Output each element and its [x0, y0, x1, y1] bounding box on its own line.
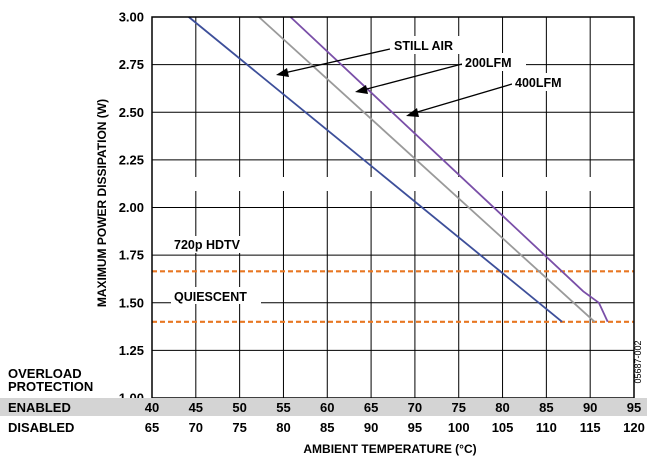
- x-tick-label-enabled-9: 85: [539, 400, 553, 415]
- x-tick-label-disabled-2: 75: [232, 420, 246, 435]
- enabled-row-band: [0, 398, 647, 416]
- x-tick-label-disabled-0: 65: [145, 420, 159, 435]
- series-line-200lfm: [258, 16, 596, 323]
- x-tick-label-disabled-3: 80: [276, 420, 290, 435]
- svg-text:200LFM: 200LFM: [465, 56, 512, 70]
- x-row-label-enabled: ENABLED: [8, 400, 71, 415]
- y-tick-label-2: 1.50: [119, 295, 144, 310]
- x-tick-label-disabled-10: 115: [580, 420, 601, 435]
- series-line-still-air: [188, 16, 563, 323]
- y-tick-label-8: 3.00: [119, 10, 144, 25]
- x-tick-label-disabled-4: 85: [320, 420, 334, 435]
- x-tick-label-enabled-11: 95: [627, 400, 641, 415]
- svg-text:400LFM: 400LFM: [515, 76, 562, 90]
- x-tick-label-enabled-3: 55: [276, 400, 290, 415]
- x-tick-label-enabled-10: 90: [583, 400, 597, 415]
- grid: [151, 16, 635, 399]
- svg-text:STILL AIR: STILL AIR: [394, 39, 453, 53]
- y-tick-label-6: 2.50: [119, 105, 144, 120]
- x-tick-label-disabled-7: 100: [448, 420, 470, 435]
- x-tick-label-enabled-1: 45: [189, 400, 203, 415]
- x-tick-label-enabled-7: 75: [451, 400, 465, 415]
- svg-text:QUIESCENT: QUIESCENT: [174, 290, 247, 304]
- row-header-line-2: PROTECTION: [8, 379, 93, 394]
- x-tick-label-enabled-4: 60: [320, 400, 334, 415]
- y-tick-label-5: 2.25: [119, 152, 144, 167]
- svg-text:720p HDTV: 720p HDTV: [174, 238, 241, 252]
- y-tick-label-1: 1.25: [119, 343, 144, 358]
- x-tick-label-disabled-11: 120: [623, 420, 645, 435]
- y-tick-labels: 1.001.251.501.752.002.252.502.753.00: [119, 10, 144, 406]
- series-line-400lfm: [289, 16, 609, 323]
- annotation-still-air: STILL AIR: [276, 36, 472, 77]
- x-row-label-disabled: DISABLED: [8, 420, 74, 435]
- x-tick-label-disabled-6: 95: [408, 420, 422, 435]
- figure-code: 05687-002: [633, 340, 643, 383]
- x-tick-label-enabled-6: 70: [408, 400, 422, 415]
- row-header-line-1: OVERLOAD: [8, 366, 82, 381]
- y-tick-label-3: 1.75: [119, 248, 144, 263]
- x-tick-label-disabled-9: 110: [536, 420, 557, 435]
- x-tick-label-enabled-0: 40: [145, 400, 159, 415]
- reference-lines: [152, 270, 634, 323]
- reference-label-quiescent: QUIESCENT: [171, 287, 261, 304]
- reference-label-720p: 720p HDTV: [171, 236, 261, 253]
- x-tick-label-disabled-8: 105: [492, 420, 514, 435]
- y-tick-label-7: 2.75: [119, 57, 144, 72]
- x-axis-title: AMBIENT TEMPERATURE (°C): [303, 442, 476, 456]
- series-lines: [188, 16, 609, 323]
- x-tick-label-enabled-2: 50: [232, 400, 246, 415]
- x-tick-label-enabled-5: 65: [364, 400, 378, 415]
- x-tick-rows: ENABLED 40 45 50 55 60 65 70 75 80 85 90 95 DISABLED 6…: [8, 400, 645, 435]
- annotation-400lfm: 400LFM: [406, 73, 576, 117]
- y-tick-label-4: 2.00: [119, 200, 144, 215]
- x-tick-label-enabled-8: 80: [495, 400, 509, 415]
- annotation-200lfm: 200LFM: [355, 53, 526, 94]
- x-tick-label-disabled-1: 70: [189, 420, 203, 435]
- y-axis-title: MAXIMUM POWER DISSIPATION (W): [95, 99, 109, 307]
- x-tick-label-disabled-5: 90: [364, 420, 378, 435]
